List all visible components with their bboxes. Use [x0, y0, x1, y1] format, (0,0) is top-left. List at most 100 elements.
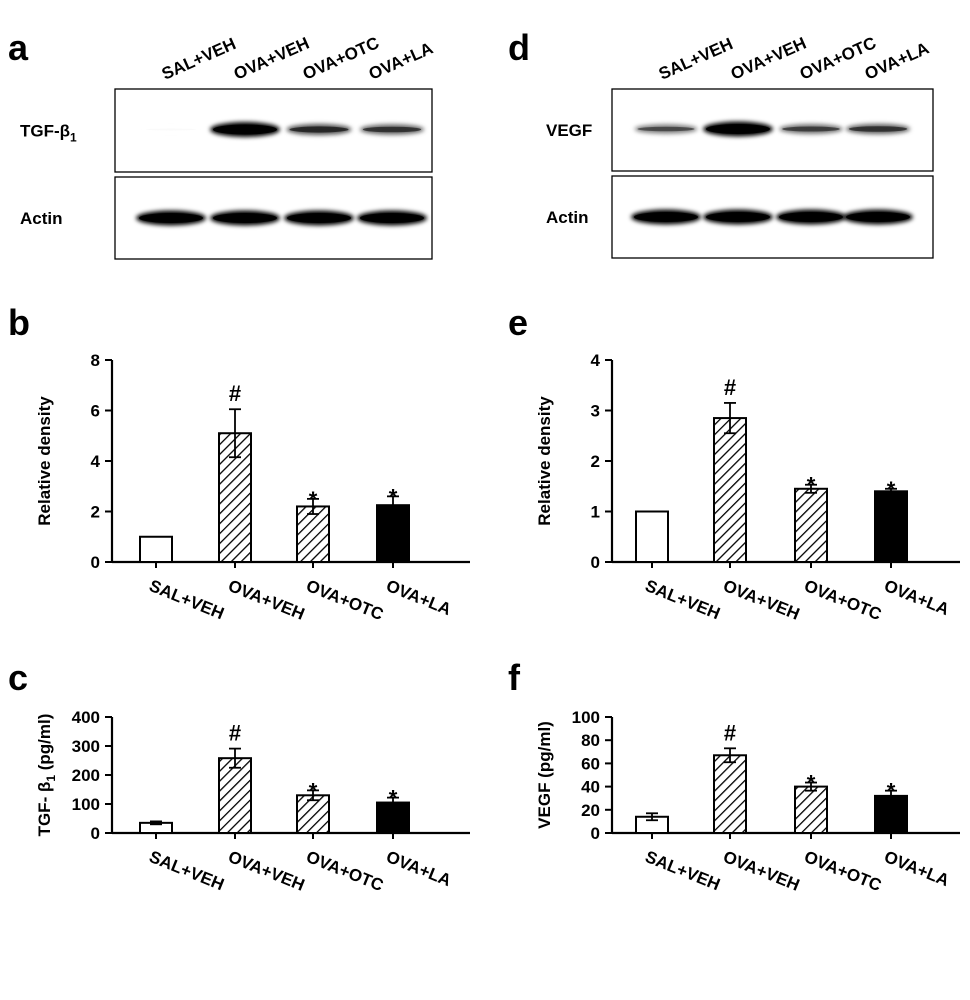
- y-tick-label: 300: [72, 737, 100, 756]
- y-tick-label: 400: [72, 708, 100, 727]
- category-label: OVA+LA: [882, 847, 952, 890]
- blot-band-core: [782, 126, 840, 132]
- significance-mark: *: [309, 487, 318, 512]
- y-tick-label: 4: [91, 452, 101, 471]
- bar: [794, 487, 828, 563]
- panel-letter: c: [8, 657, 28, 698]
- category-label: OVA+VEH: [721, 847, 803, 895]
- y-tick-label: 0: [591, 824, 600, 843]
- blot-band-core: [706, 212, 770, 222]
- category-label: OVA+VEH: [226, 847, 308, 895]
- blot-band-core: [846, 212, 910, 222]
- bar: [296, 794, 330, 834]
- blot-band-core: [139, 213, 203, 223]
- significance-mark: #: [229, 381, 241, 406]
- row-label: TGF-β1: [20, 122, 77, 145]
- y-tick-label: 2: [591, 452, 600, 471]
- blot-band-core: [779, 212, 843, 222]
- significance-mark: *: [807, 771, 816, 796]
- row-label: VEGF: [546, 121, 592, 140]
- panel-letter: b: [8, 302, 30, 343]
- blot-band-core: [706, 124, 770, 134]
- category-label: SAL+VEH: [147, 576, 227, 623]
- category-label: OVA+OTC: [304, 576, 387, 624]
- significance-mark: #: [724, 375, 736, 400]
- significance-mark: *: [309, 778, 318, 803]
- category-label: OVA+LA: [384, 576, 454, 619]
- y-tick-label: 20: [581, 801, 600, 820]
- blot-band-core: [213, 124, 277, 135]
- bar: [139, 535, 173, 563]
- significance-mark: #: [229, 721, 241, 746]
- blot-band: [779, 123, 843, 135]
- significance-mark: *: [389, 786, 398, 811]
- blot-band-core: [146, 129, 196, 131]
- category-label: OVA+VEH: [226, 576, 308, 624]
- y-tick-label: 4: [591, 351, 601, 370]
- panel-letter: f: [508, 657, 521, 698]
- y-axis-title: TGF- β1 (pg/ml): [35, 714, 58, 837]
- lane-label: OVA+VEH: [231, 34, 312, 84]
- y-tick-label: 200: [72, 766, 100, 785]
- blot-band-core: [362, 126, 422, 133]
- bar: [713, 754, 747, 835]
- category-label: OVA+LA: [882, 576, 952, 619]
- lane-label: OVA+VEH: [728, 34, 809, 84]
- y-tick-label: 40: [581, 778, 600, 797]
- blot-band-core: [213, 213, 277, 223]
- panel-letter: a: [8, 27, 29, 68]
- y-axis-title: VEGF (pg/ml): [535, 721, 554, 829]
- y-tick-label: 2: [91, 503, 100, 522]
- significance-mark: #: [724, 720, 736, 745]
- y-tick-label: 80: [581, 731, 600, 750]
- y-tick-label: 100: [72, 795, 100, 814]
- y-tick-label: 100: [572, 708, 600, 727]
- y-axis-title: Relative density: [35, 396, 54, 526]
- significance-mark: *: [807, 473, 816, 498]
- y-tick-label: 0: [591, 553, 600, 572]
- category-label: OVA+OTC: [802, 576, 885, 624]
- significance-mark: *: [887, 779, 896, 804]
- blot-band-core: [634, 212, 698, 222]
- significance-mark: *: [887, 477, 896, 502]
- y-tick-label: 1: [591, 503, 600, 522]
- bar: [874, 490, 908, 563]
- category-label: OVA+VEH: [721, 576, 803, 624]
- chart-b: b 0 2 4 6 8 Relative density SAL+VEH # OVA+VEH * OV…: [8, 302, 470, 624]
- bar: [296, 505, 330, 564]
- category-label: SAL+VEH: [643, 847, 723, 894]
- figure-layer: a SAL+VEHOVA+VEHOVA+OTCOVA+LATGF-β1Actind…: [8, 27, 960, 895]
- y-tick-label: 0: [91, 824, 100, 843]
- blot-band-core: [289, 126, 349, 133]
- y-tick-label: 60: [581, 754, 600, 773]
- panel-letter: e: [508, 302, 528, 343]
- lane-label: SAL+VEH: [159, 34, 239, 83]
- blot-band-core: [848, 126, 908, 132]
- category-label: OVA+OTC: [304, 847, 387, 895]
- y-tick-label: 0: [91, 553, 100, 572]
- category-label: SAL+VEH: [643, 576, 723, 623]
- lane-label: SAL+VEH: [656, 34, 736, 83]
- row-label: Actin: [20, 209, 63, 228]
- chart-f: f 0 20 40 60 80 100 VEGF (pg/ml) SAL+VEH # OVA+VEH…: [508, 657, 960, 895]
- significance-mark: *: [389, 484, 398, 509]
- bar: [218, 757, 252, 834]
- bar: [713, 417, 747, 564]
- y-axis-title: Relative density: [535, 396, 554, 526]
- chart-e: e 0 1 2 3 4 Relative density SAL+VEH # OVA+VEH * OV…: [508, 302, 960, 624]
- row-label: Actin: [546, 208, 589, 227]
- y-tick-label: 6: [91, 402, 100, 421]
- blot-band: [634, 124, 698, 134]
- y-tick-label: 3: [591, 402, 600, 421]
- y-tick-label: 8: [91, 351, 100, 370]
- bar: [635, 510, 669, 563]
- blot-band-core: [637, 126, 695, 132]
- blot-band: [142, 127, 200, 132]
- blot-band-core: [287, 213, 351, 223]
- chart-c: c 0 100 200 300 400 TGF- β1 (pg/ml) SAL+VEH # OVA…: [8, 657, 470, 895]
- bar: [874, 794, 908, 835]
- category-label: OVA+LA: [384, 847, 454, 890]
